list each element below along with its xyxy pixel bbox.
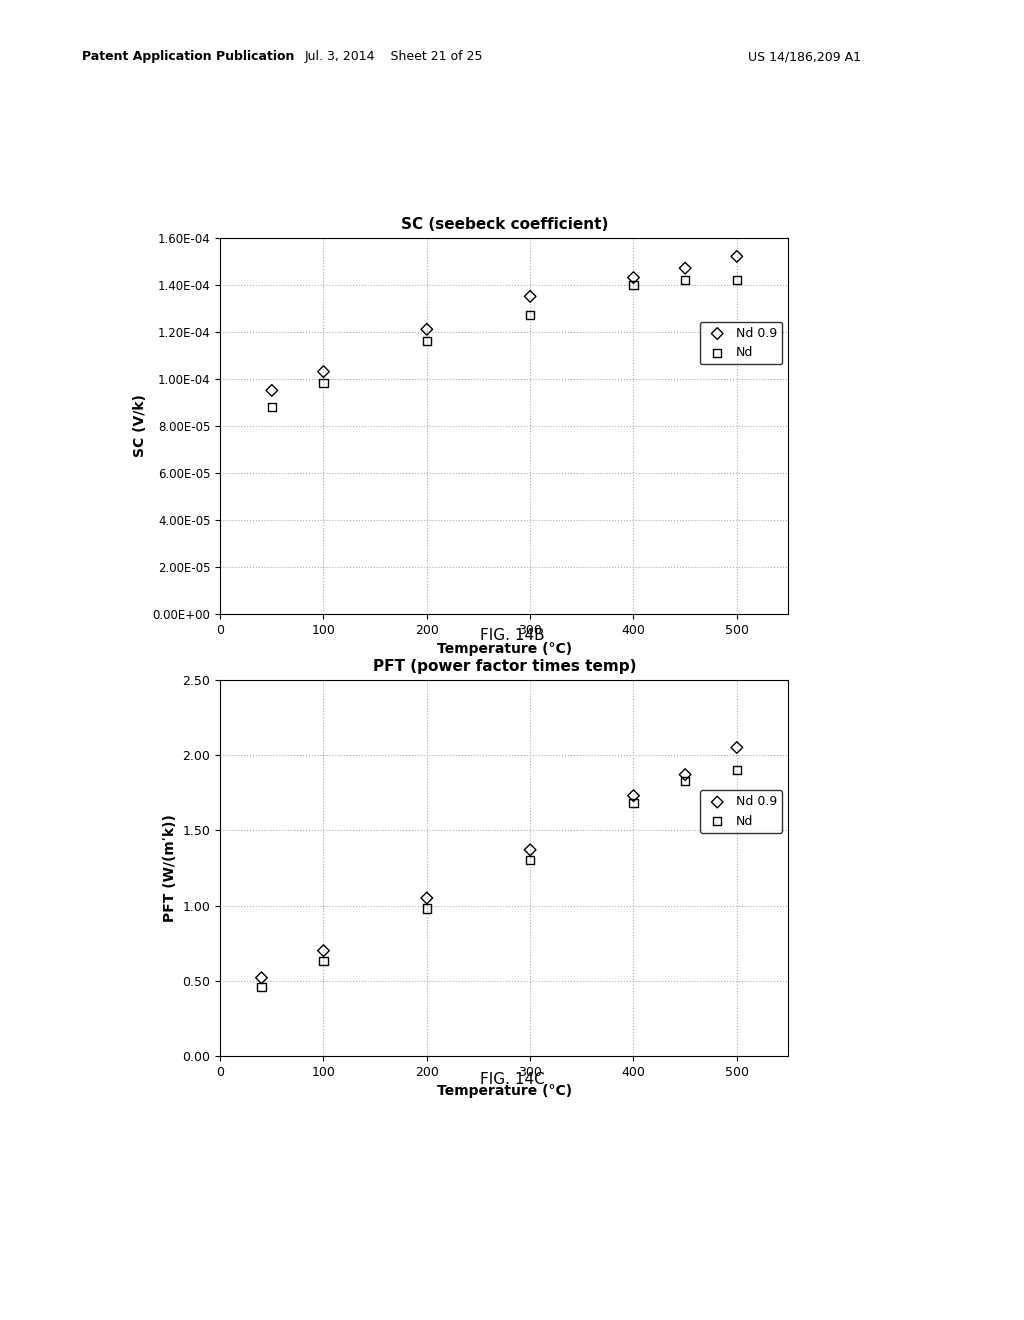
Legend: Nd 0.9, Nd: Nd 0.9, Nd <box>699 322 782 364</box>
Nd <box>315 950 332 972</box>
Y-axis label: SC (V/k): SC (V/k) <box>133 395 147 457</box>
Nd <box>729 759 745 780</box>
Text: Patent Application Publication: Patent Application Publication <box>82 50 294 63</box>
Legend: Nd 0.9, Nd: Nd 0.9, Nd <box>699 791 782 833</box>
Nd <box>522 305 539 326</box>
Title: SC (seebeck coefficient): SC (seebeck coefficient) <box>400 218 608 232</box>
Text: Jul. 3, 2014    Sheet 21 of 25: Jul. 3, 2014 Sheet 21 of 25 <box>305 50 483 63</box>
Nd <box>419 330 435 351</box>
Nd 0.9 <box>729 737 745 758</box>
Nd 0.9 <box>522 286 539 308</box>
Nd <box>677 269 693 290</box>
Nd 0.9 <box>677 257 693 279</box>
Nd 0.9 <box>729 246 745 267</box>
Nd 0.9 <box>315 940 332 961</box>
Nd 0.9 <box>419 887 435 908</box>
Nd 0.9 <box>263 380 280 401</box>
Nd 0.9 <box>522 840 539 861</box>
Text: FIG. 14B: FIG. 14B <box>479 628 545 643</box>
Nd <box>315 372 332 393</box>
X-axis label: Temperature (°C): Temperature (°C) <box>437 1084 571 1098</box>
Nd 0.9 <box>315 362 332 383</box>
Nd <box>626 792 642 813</box>
Nd <box>263 396 280 417</box>
X-axis label: Temperature (°C): Temperature (°C) <box>437 642 571 656</box>
Nd <box>677 770 693 791</box>
Y-axis label: PFT (W/(mʹk)): PFT (W/(mʹk)) <box>163 814 177 921</box>
Nd <box>729 269 745 290</box>
Text: FIG. 14C: FIG. 14C <box>479 1072 545 1086</box>
Text: US 14/186,209 A1: US 14/186,209 A1 <box>748 50 860 63</box>
Nd 0.9 <box>677 764 693 785</box>
Nd <box>626 275 642 296</box>
Nd 0.9 <box>253 968 269 989</box>
Nd <box>522 850 539 871</box>
Title: PFT (power factor times temp): PFT (power factor times temp) <box>373 660 636 675</box>
Nd 0.9 <box>419 318 435 339</box>
Nd 0.9 <box>626 267 642 288</box>
Nd 0.9 <box>626 785 642 807</box>
Nd <box>419 898 435 919</box>
Nd <box>253 977 269 998</box>
